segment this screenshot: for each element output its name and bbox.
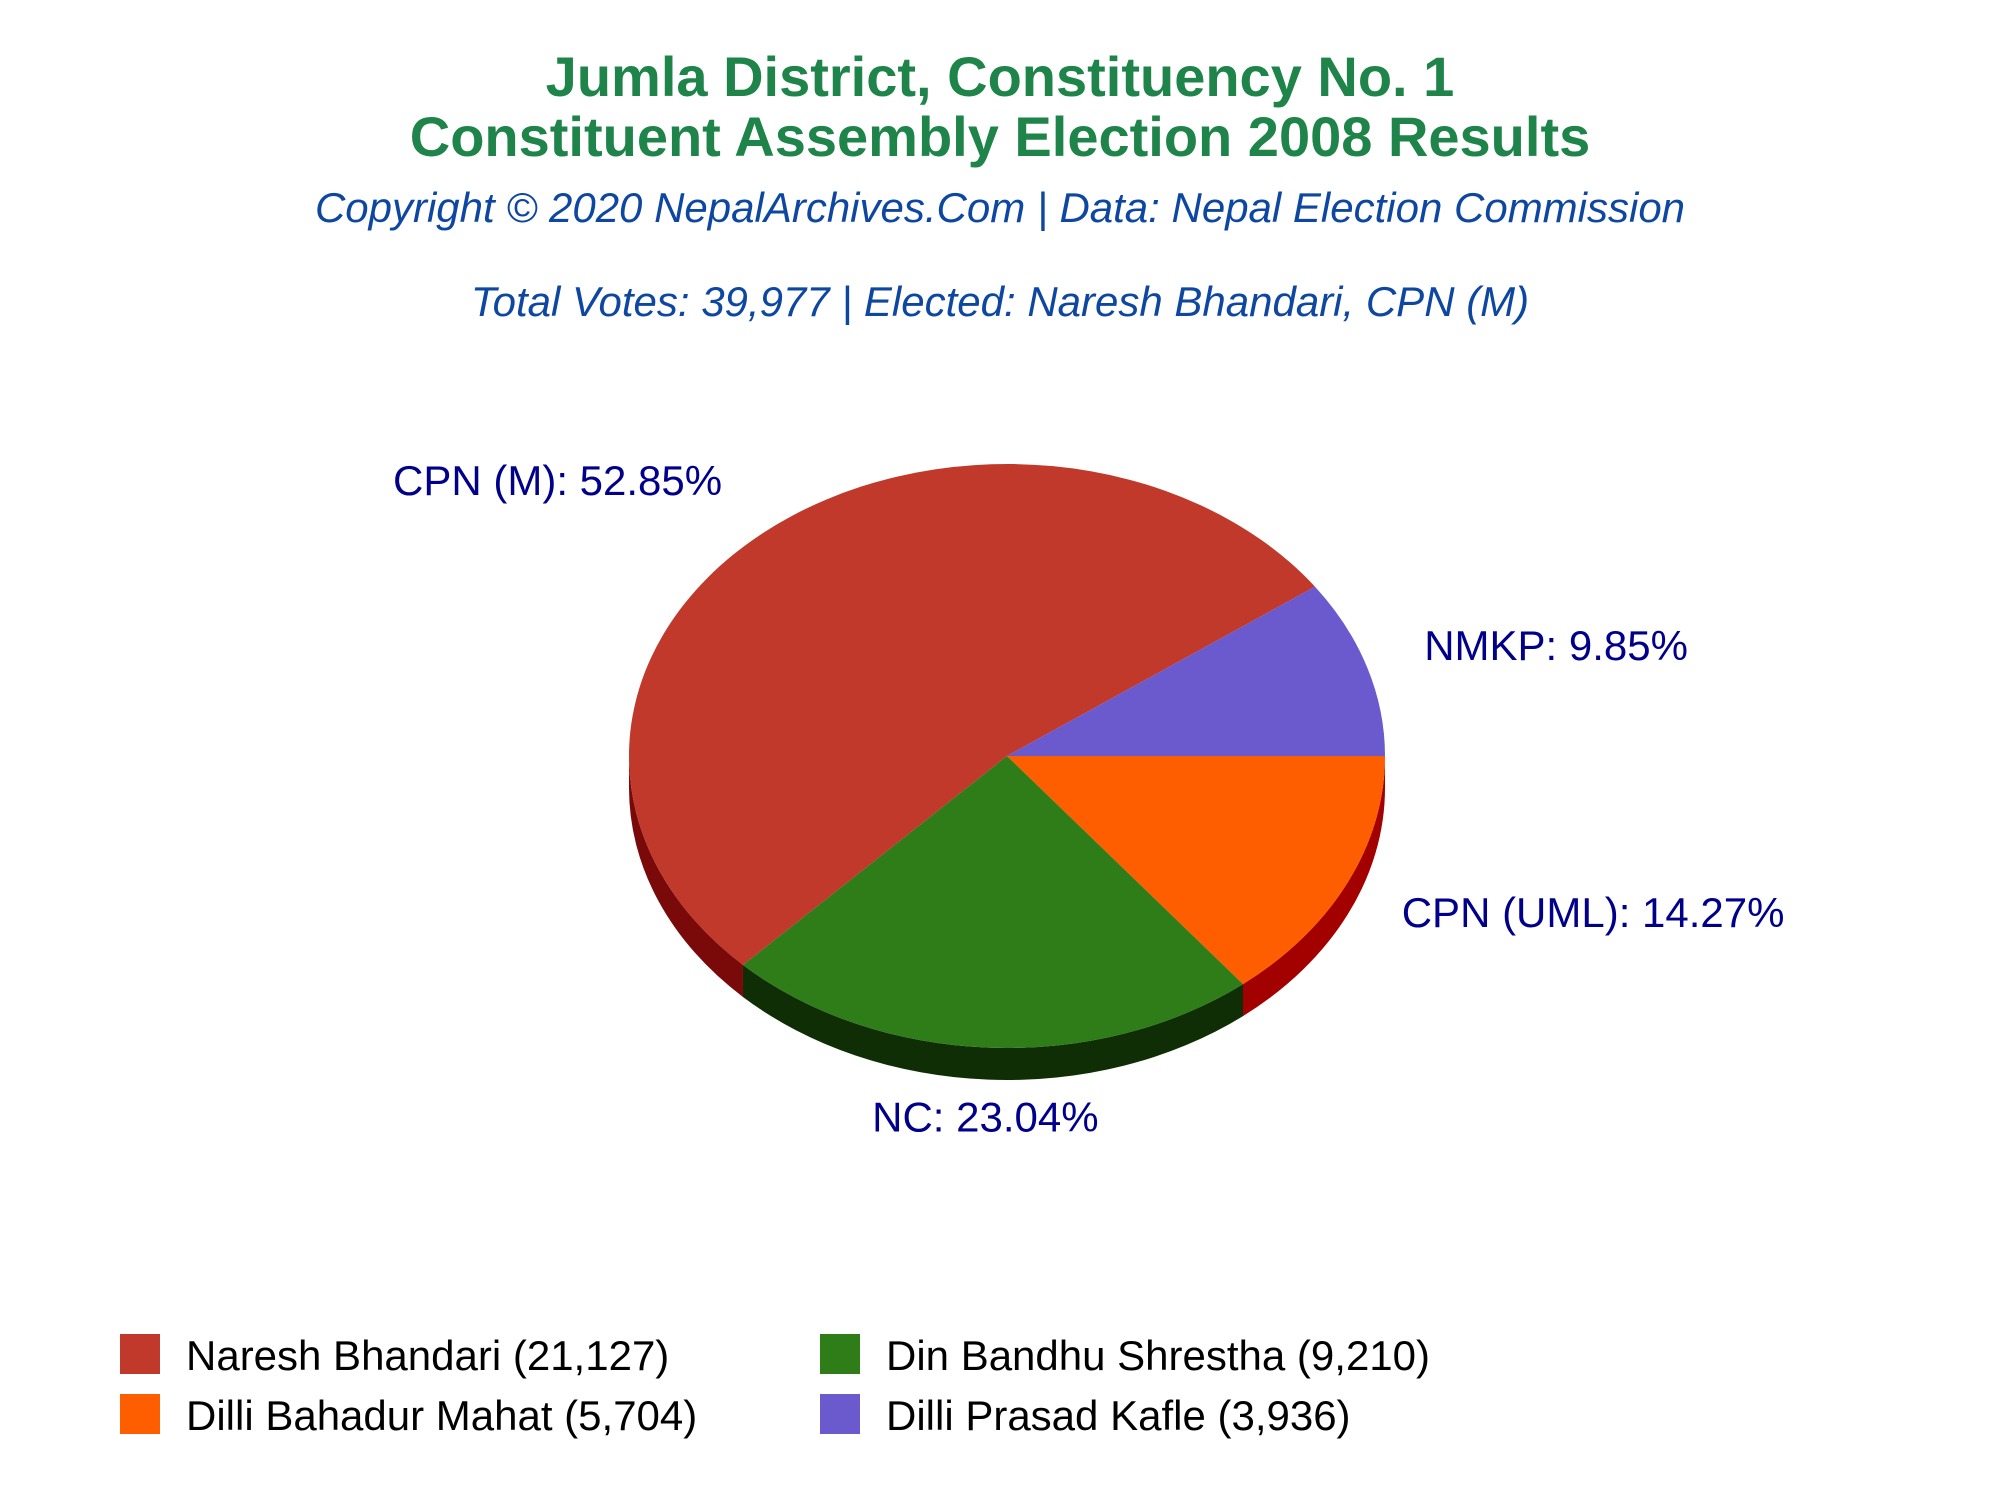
pie-side-cpn-uml	[1243, 756, 1385, 1017]
legend-swatch-nc	[820, 1334, 860, 1374]
legend-label-nmkp: Dilli Prasad Kafle (3,936)	[886, 1392, 1351, 1439]
pie-side-cpn-m	[629, 756, 743, 997]
summary-text: Total Votes: 39,977 | Elected: Naresh Bh…	[471, 278, 1529, 326]
slice-label-nmkp: NMKP: 9.85%	[1424, 622, 1688, 669]
slice-label-cpn-m: CPN (M): 52.85%	[393, 457, 722, 504]
legend-label-nc: Din Bandhu Shrestha (9,210)	[886, 1332, 1430, 1379]
legend-swatch-nmkp	[820, 1394, 860, 1434]
legend-label-cpn-uml: Dilli Bahadur Mahat (5,704)	[186, 1392, 697, 1439]
legend-swatch-cpn-uml	[120, 1394, 160, 1434]
pie-sides	[629, 756, 1385, 1080]
chart-title-line1: Jumla District, Constituency No. 1	[546, 45, 1455, 108]
legend: Naresh Bhandari (21,127) Din Bandhu Shres…	[120, 1332, 1430, 1439]
pie-slice-cpn-m	[629, 464, 1315, 965]
chart-title-line2: Constituent Assembly Election 2008 Resul…	[410, 105, 1590, 168]
slice-label-nc: NC: 23.04%	[872, 1094, 1098, 1141]
pie-labels: CPN (UML): 14.27% NC: 23.04% CPN (M): 52.8…	[393, 457, 1784, 1141]
legend-label-cpn-m: Naresh Bhandari (21,127)	[186, 1332, 669, 1379]
pie-side-nc	[742, 964, 1244, 1080]
pie-slices	[629, 464, 1385, 1049]
copyright-text: Copyright © 2020 NepalArchives.Com | Dat…	[315, 184, 1685, 232]
pie-slice-nmkp	[1007, 586, 1385, 756]
pie-slice-cpn-uml	[1007, 756, 1385, 985]
pie-slice-nc	[742, 756, 1244, 1049]
legend-swatch-cpn-m	[120, 1334, 160, 1374]
slice-label-cpn-uml: CPN (UML): 14.27%	[1402, 889, 1785, 936]
